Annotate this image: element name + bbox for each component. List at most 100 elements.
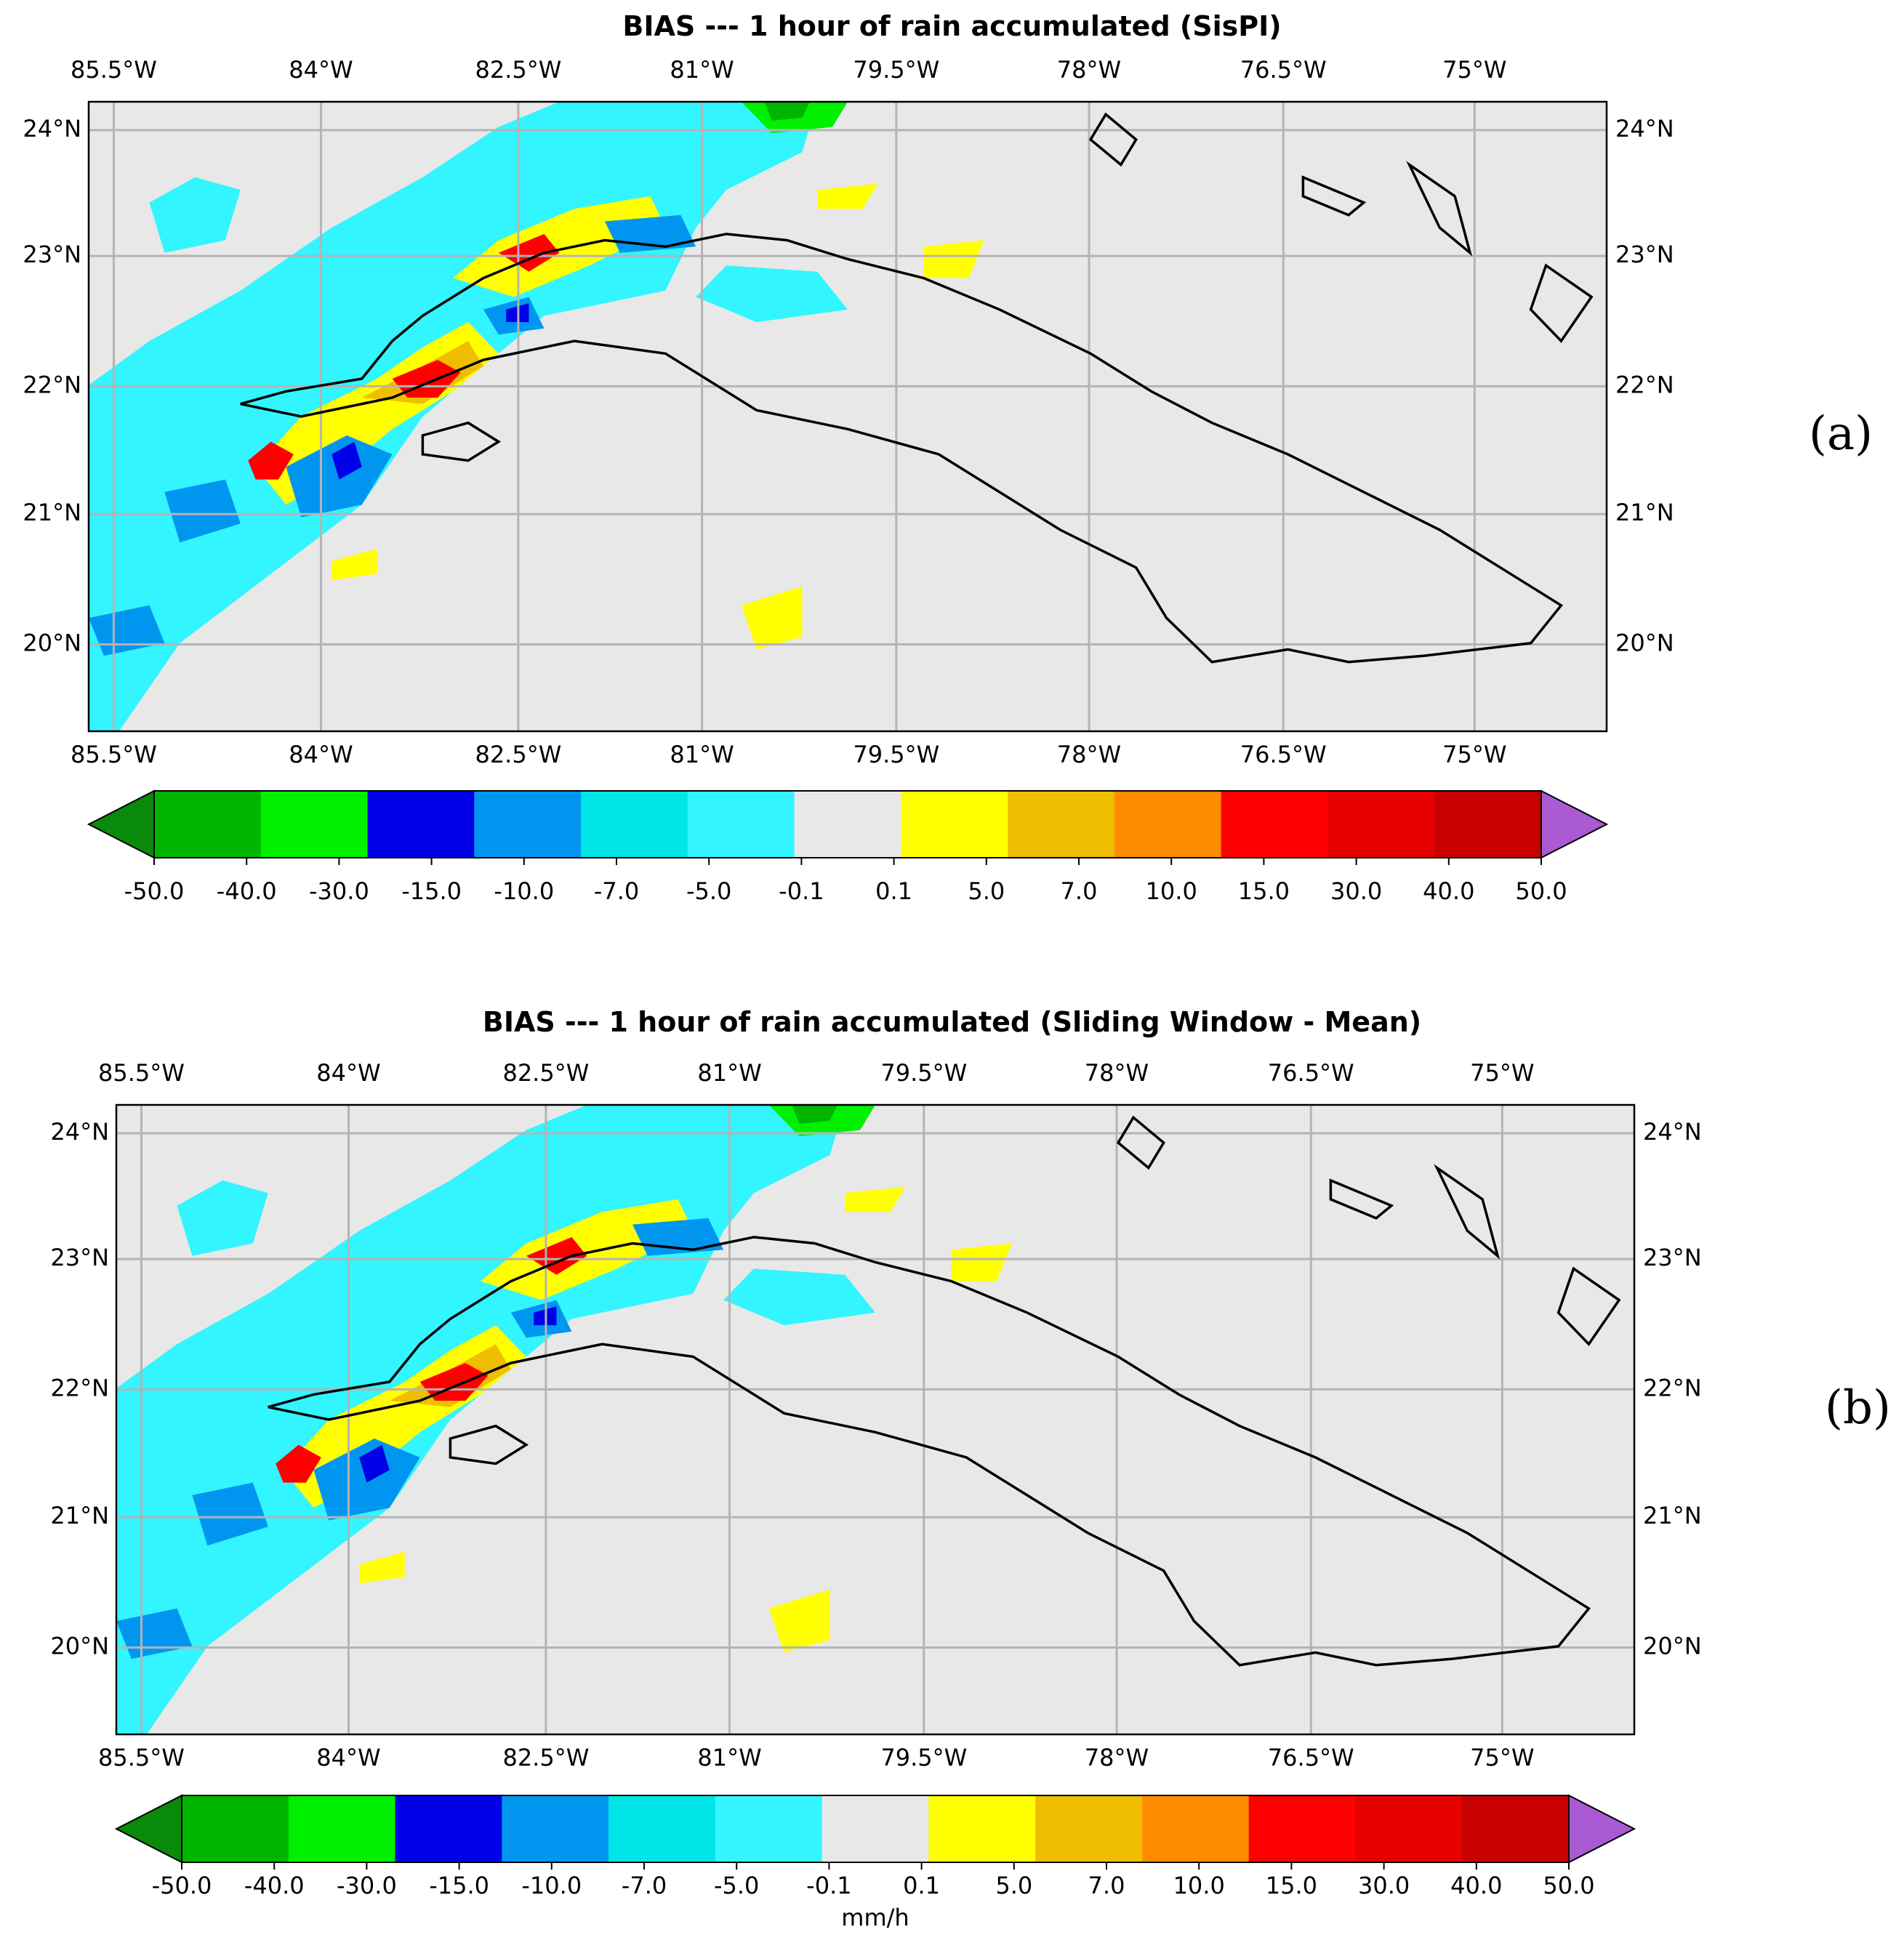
colorbar-segment bbox=[1008, 791, 1115, 858]
colorbar-tick-label: -0.1 bbox=[779, 877, 824, 905]
bias-contour bbox=[116, 1608, 193, 1660]
lat-tick-right: 21°N bbox=[1643, 1502, 1702, 1529]
coastline bbox=[240, 112, 1594, 664]
colorbar-tick-label: -7.0 bbox=[594, 877, 639, 905]
bias-contour bbox=[923, 240, 984, 278]
bias-contour bbox=[741, 586, 803, 650]
panel-b: BIAS --- 1 hour of rain accumulated (Sli… bbox=[0, 996, 1904, 1951]
colorbar-tick-label: 15.0 bbox=[1266, 1872, 1317, 1899]
colorbar-segment bbox=[1141, 1795, 1250, 1862]
bias-contour bbox=[332, 548, 377, 581]
coastline-path bbox=[1556, 1266, 1621, 1346]
lon-tick-bottom: 81°W bbox=[670, 741, 734, 768]
lon-tick-bottom: 75°W bbox=[1470, 1744, 1534, 1771]
lon-tick-top: 81°W bbox=[670, 56, 734, 84]
map-frame bbox=[115, 1103, 1636, 1736]
colorbar-tick-label: 0.1 bbox=[903, 1872, 940, 1899]
lat-tick-right: 24°N bbox=[1643, 1118, 1702, 1146]
coastline-path bbox=[1329, 1178, 1394, 1220]
lon-tick-bottom: 82.5°W bbox=[502, 1744, 589, 1771]
lat-tick-right: 23°N bbox=[1643, 1244, 1702, 1271]
lon-tick-bottom: 81°W bbox=[697, 1744, 761, 1771]
lat-tick-left: 22°N bbox=[50, 1374, 109, 1401]
bias-contour bbox=[248, 441, 294, 480]
colorbar-segment bbox=[154, 791, 262, 858]
bias-contour bbox=[276, 1444, 321, 1483]
coastline-path bbox=[1434, 1164, 1501, 1260]
colorbar-segment bbox=[502, 1795, 609, 1862]
lat-tick-right: 24°N bbox=[1615, 115, 1674, 142]
coastline bbox=[268, 1115, 1621, 1667]
colorbar-segment bbox=[794, 791, 901, 858]
lat-tick-left: 20°N bbox=[23, 629, 81, 656]
lon-tick-bottom: 79.5°W bbox=[853, 741, 939, 768]
colorbar-tick-label: -40.0 bbox=[244, 1872, 305, 1899]
bias-contour bbox=[723, 1268, 875, 1326]
colorbar-tick-label: -10.0 bbox=[494, 877, 554, 905]
lon-tick-bottom: 75°W bbox=[1442, 741, 1506, 768]
colorbar-tick-label: -15.0 bbox=[401, 877, 462, 905]
panel-a: BIAS --- 1 hour of rain accumulated (Sis… bbox=[0, 0, 1904, 916]
colorbar-segment bbox=[1327, 791, 1435, 858]
colorbar-extend-high bbox=[1568, 1794, 1636, 1864]
lon-tick-top: 85.5°W bbox=[98, 1059, 185, 1087]
colorbar-segment bbox=[1355, 1795, 1463, 1862]
coastline-path bbox=[1301, 175, 1367, 217]
bias-contour bbox=[89, 605, 165, 656]
bias-contour bbox=[192, 1482, 268, 1546]
bias-contour bbox=[392, 360, 461, 398]
lon-tick-bottom: 84°W bbox=[316, 1744, 380, 1771]
lon-tick-bottom: 79.5°W bbox=[880, 1744, 967, 1771]
colorbar-tick-label: -50.0 bbox=[124, 877, 185, 905]
rain-bias-field bbox=[89, 102, 984, 731]
lat-tick-left: 20°N bbox=[50, 1632, 109, 1660]
colorbar-tick-label: 5.0 bbox=[995, 1872, 1032, 1899]
lon-tick-bottom: 78°W bbox=[1085, 1744, 1149, 1771]
map-frame bbox=[87, 100, 1608, 733]
colorbar-tick-label: 30.0 bbox=[1330, 877, 1382, 905]
colorbar-segment bbox=[260, 791, 369, 858]
colorbar: -50.0 -40.0 -30.0 -15.0 -10.0 -7.0 -5.0 -0.1 0.1… bbox=[87, 789, 1609, 905]
colorbar-segment bbox=[687, 791, 795, 858]
colorbar-tick-label: 0.1 bbox=[875, 877, 912, 905]
colorbar-tick-label: 7.0 bbox=[1061, 877, 1098, 905]
bias-contour bbox=[177, 1180, 268, 1256]
graticule bbox=[116, 1105, 1634, 1734]
colorbar-tick-label: -40.0 bbox=[217, 877, 277, 905]
colorbar-segment bbox=[581, 791, 688, 858]
lon-tick-bottom: 84°W bbox=[289, 741, 353, 768]
lon-tick-top: 82.5°W bbox=[475, 56, 561, 84]
lat-tick-left: 24°N bbox=[50, 1118, 109, 1146]
bias-contour bbox=[359, 1551, 405, 1584]
lon-tick-bottom: 76.5°W bbox=[1268, 1744, 1354, 1771]
bias-contour bbox=[526, 1236, 587, 1275]
colorbar-tick-label: 30.0 bbox=[1358, 1872, 1410, 1899]
panel-label: (a) bbox=[1809, 407, 1873, 461]
colorbar-tick-label: -0.1 bbox=[806, 1872, 851, 1899]
panel-title: BIAS --- 1 hour of rain accumulated (Sli… bbox=[482, 1006, 1422, 1038]
lat-tick-left: 21°N bbox=[23, 499, 81, 526]
bias-contour bbox=[498, 233, 560, 272]
lat-tick-right: 20°N bbox=[1615, 629, 1674, 656]
panel-title: BIAS --- 1 hour of rain accumulated (Sis… bbox=[622, 10, 1282, 42]
colorbar-tick-label: -7.0 bbox=[622, 1872, 667, 1899]
lon-tick-top: 82.5°W bbox=[502, 1059, 589, 1087]
lon-tick-top: 78°W bbox=[1085, 1059, 1149, 1087]
lon-tick-bottom: 82.5°W bbox=[475, 741, 561, 768]
colorbar-tick-label: -15.0 bbox=[429, 1872, 489, 1899]
panel-label: (b) bbox=[1825, 1381, 1891, 1435]
bias-contour bbox=[89, 102, 818, 731]
bias-contour bbox=[792, 1105, 837, 1124]
colorbar-segment bbox=[395, 1795, 502, 1862]
bias-contour bbox=[359, 1444, 390, 1483]
colorbar-tick-label: -10.0 bbox=[521, 1872, 582, 1899]
colorbar-tick-label: 40.0 bbox=[1450, 1872, 1502, 1899]
lat-tick-right: 22°N bbox=[1615, 371, 1674, 398]
colorbar-tick-label: 50.0 bbox=[1515, 877, 1567, 905]
coastline-path bbox=[421, 421, 502, 462]
colorbar-tick-label: 10.0 bbox=[1173, 1872, 1225, 1899]
rain-bias-field bbox=[116, 1105, 1012, 1734]
colorbar-frame bbox=[181, 1795, 1570, 1863]
colorbar-segment bbox=[928, 1795, 1036, 1862]
colorbar-segment bbox=[367, 791, 475, 858]
